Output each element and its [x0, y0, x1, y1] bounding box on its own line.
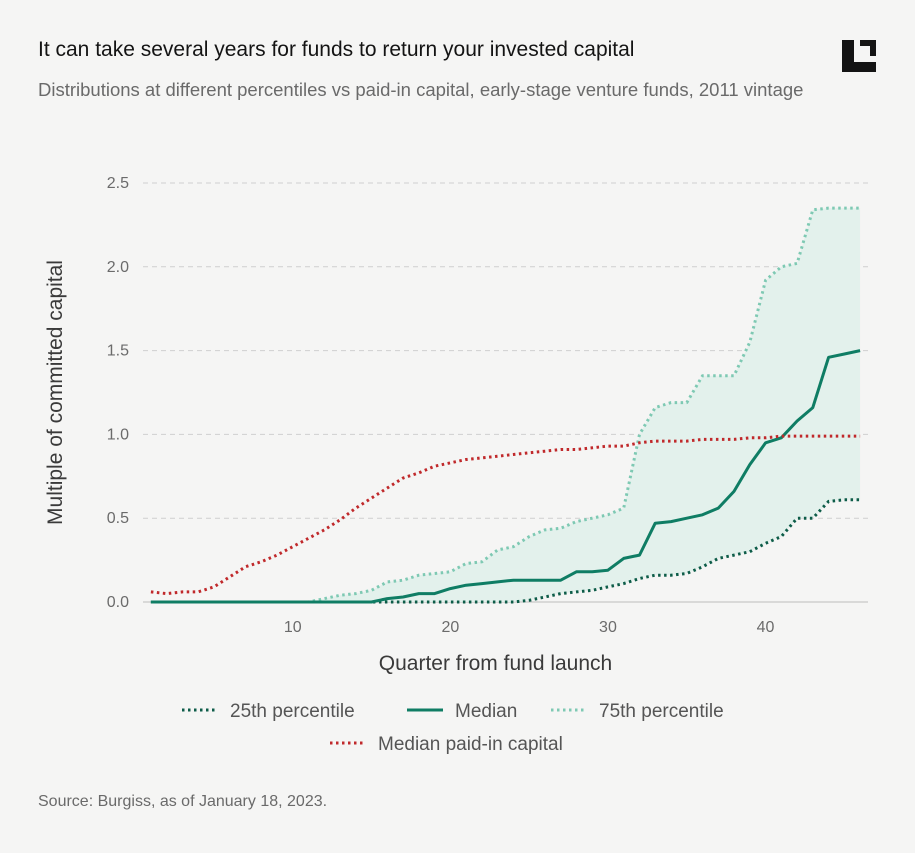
chart-title: It can take several years for funds to r…	[38, 38, 635, 61]
series-line-median-paid-in-capital	[150, 434, 861, 596]
legend-median-label: Median	[455, 701, 517, 722]
x-tick-label: 30	[599, 619, 617, 636]
x-axis-title: Quarter from fund launch	[379, 652, 612, 675]
chart-subtitle: Distributions at different percentiles v…	[38, 79, 804, 100]
x-tick-label: 40	[757, 619, 775, 636]
y-axis-title: Multiple of committed capital	[44, 260, 67, 525]
interquartile-band	[150, 208, 861, 602]
series-line-median	[150, 349, 861, 604]
x-tick-label: 10	[284, 619, 302, 636]
legend-median-paid-in-capital-label: Median paid-in capital	[378, 734, 563, 755]
series-line-25th-percentile	[150, 498, 861, 604]
corner-bracket-logo-icon	[842, 40, 876, 72]
y-tick-label: 1.0	[107, 426, 129, 443]
y-tick-label: 2.5	[107, 175, 129, 192]
y-tick-label: 0.5	[107, 510, 129, 527]
line-chart: 0.0 0.5 1.0 1.5 2.0 2.5 10 20 30 40 Quarter from f…	[44, 175, 868, 755]
y-tick-label: 1.5	[107, 343, 129, 360]
y-tick-label: 2.0	[107, 259, 129, 276]
x-tick-label: 20	[441, 619, 459, 636]
legend-25th-percentile-label: 25th percentile	[230, 701, 355, 722]
y-tick-label: 0.0	[107, 594, 129, 611]
legend-75th-percentile-label: 75th percentile	[599, 701, 724, 722]
source-note: Source: Burgiss, as of January 18, 2023.	[38, 793, 328, 810]
